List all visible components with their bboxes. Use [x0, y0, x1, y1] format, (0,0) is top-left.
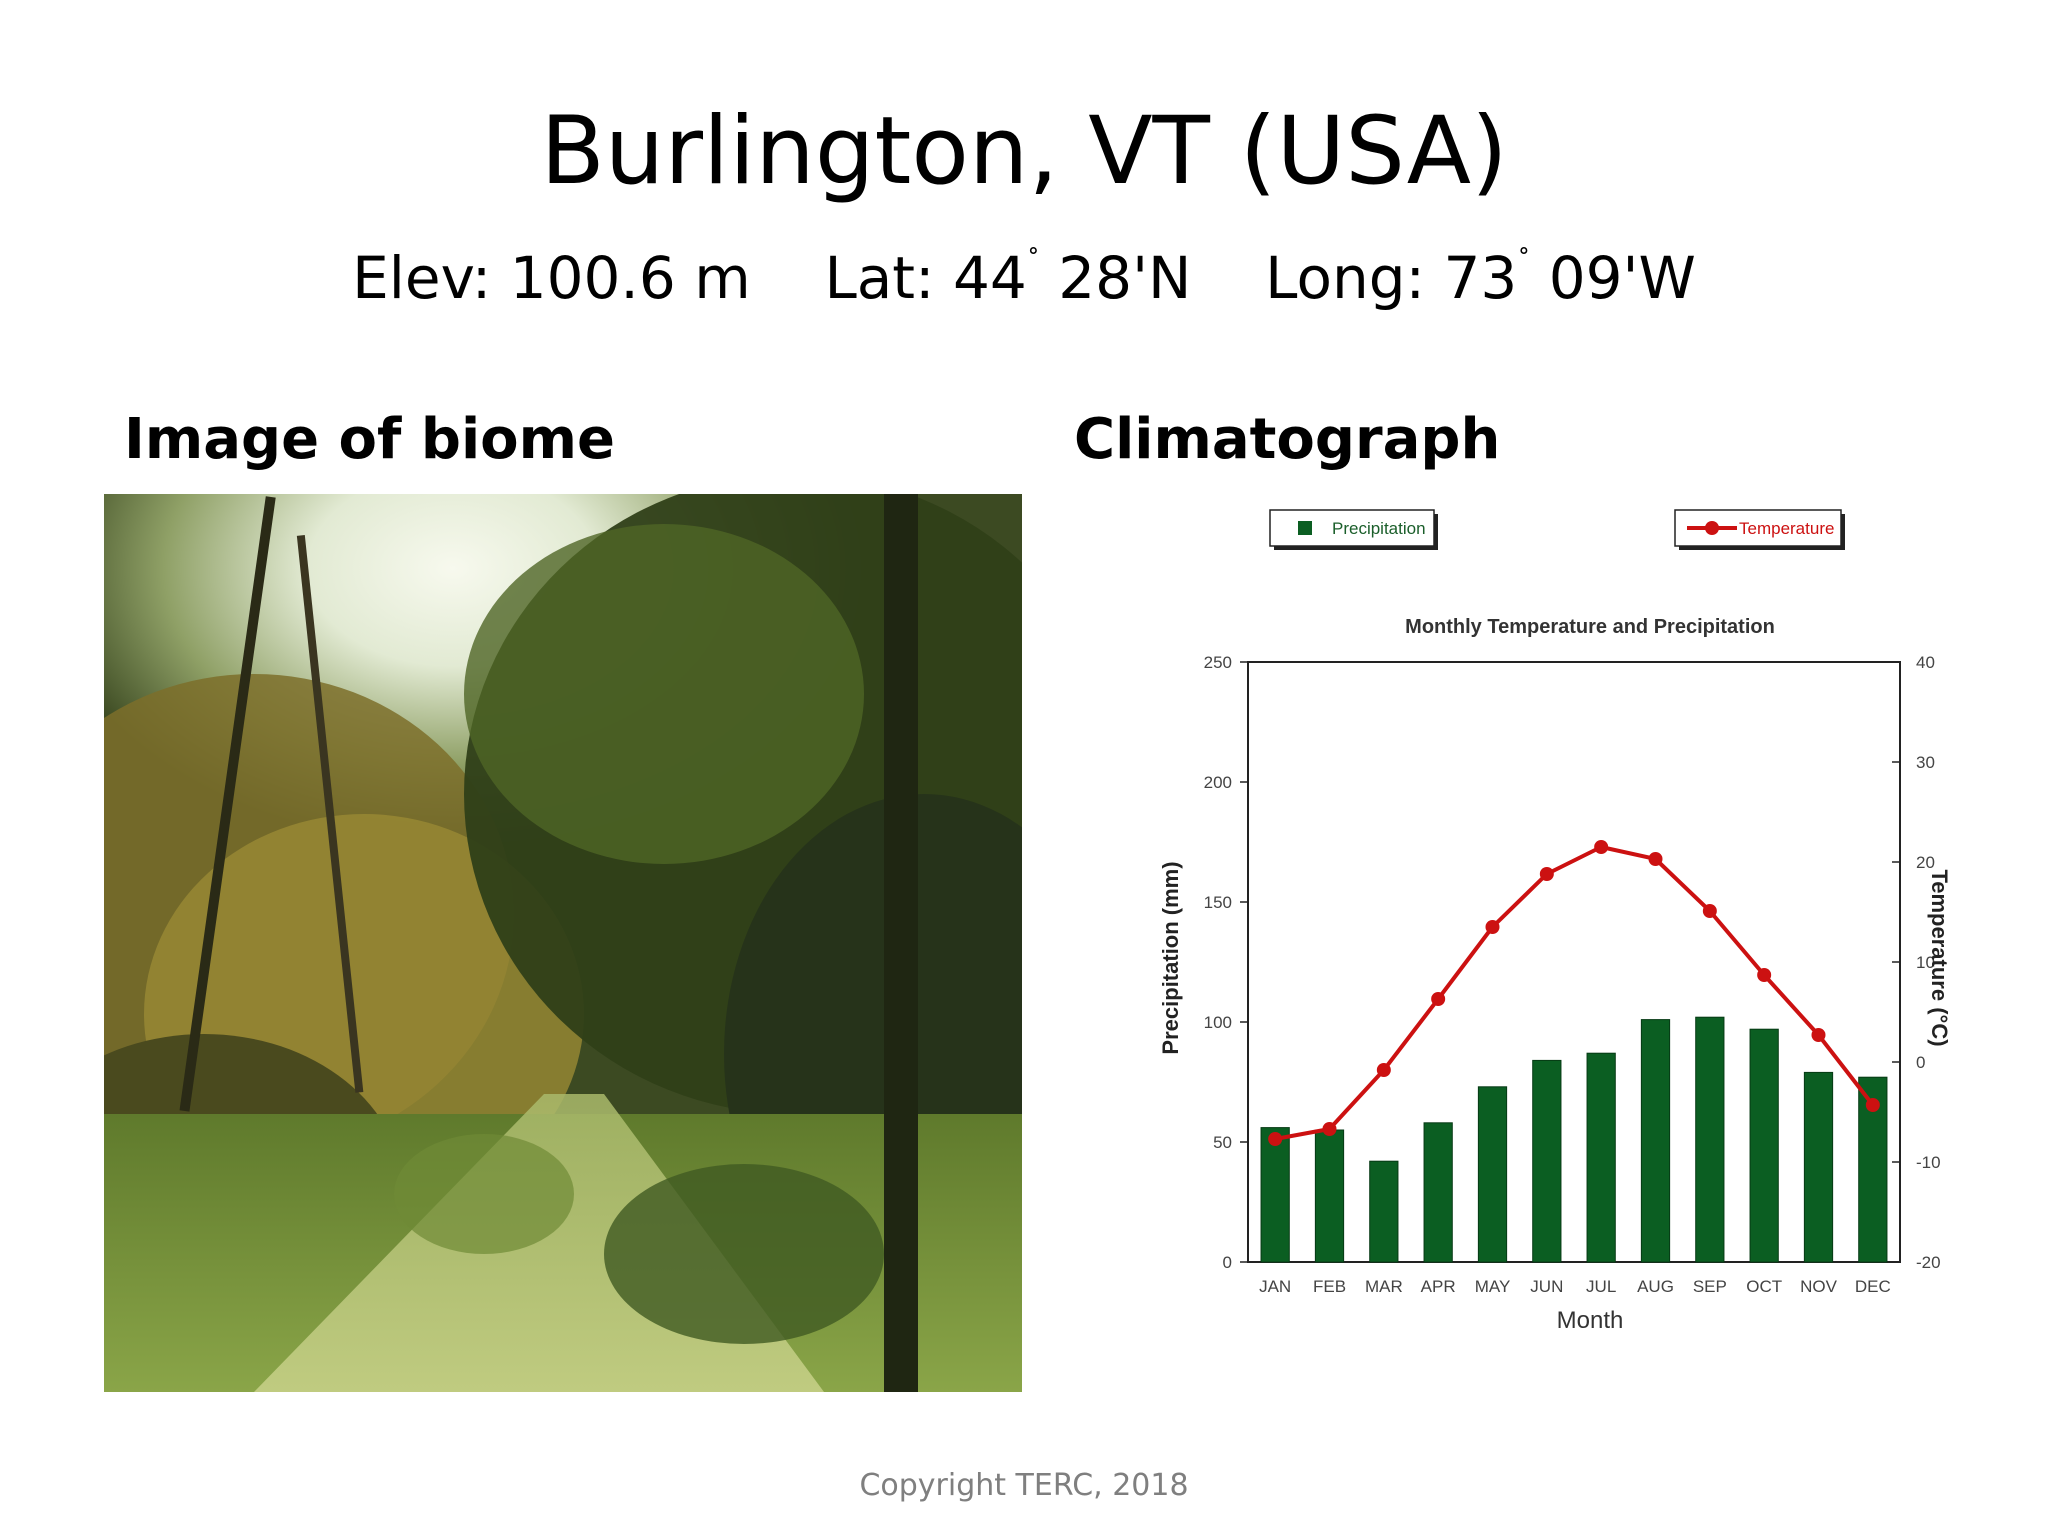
x-tick-label: OCT: [1746, 1277, 1782, 1296]
y-left-tick-label: 100: [1204, 1013, 1232, 1032]
precipitation-bar: [1640, 1019, 1671, 1263]
latitude: Lat: 44˚ 28'N: [824, 244, 1192, 312]
chart-axes: 0 50 100 150 200 250 -20 -10 0 10 20 30 40 JAN FEB MAR A…: [1204, 653, 1941, 1296]
x-tick-label: JUL: [1586, 1277, 1616, 1296]
y-right-tick-label: 20: [1916, 853, 1935, 872]
legend-precipitation: Precipitation: [1269, 509, 1438, 550]
y-right-tick-label: 40: [1916, 653, 1935, 672]
temperature-point: [1268, 1132, 1283, 1146]
precipitation-bar: [1532, 1059, 1562, 1263]
y-left-tick-label: 200: [1204, 773, 1232, 792]
temperature-point: [1811, 1028, 1826, 1042]
chart-heading: Climatograph: [1074, 407, 1501, 472]
y-axis-left-label: Precipitation (mm): [1158, 861, 1183, 1054]
y-right-tick-label: 30: [1916, 753, 1935, 772]
precipitation-bar: [1314, 1129, 1345, 1263]
image-heading: Image of biome: [124, 407, 615, 472]
temperature-point: [1702, 904, 1717, 918]
precipitation-bar: [1369, 1160, 1399, 1263]
y-left-tick-label: 0: [1223, 1253, 1232, 1272]
precipitation-bar: [1586, 1052, 1616, 1263]
temperature-point: [1648, 852, 1663, 866]
x-tick-label: JUN: [1530, 1277, 1563, 1296]
copyright-notice: Copyright TERC, 2018: [859, 1468, 1189, 1503]
y-right-tick-label: 0: [1916, 1053, 1925, 1072]
temperature-line-path: [1274, 845, 1875, 1141]
temperature-point: [1431, 992, 1446, 1006]
chart-legend: Precipitation Temperature: [1269, 509, 1845, 550]
temperature-point: [1376, 1063, 1391, 1077]
x-tick-label: APR: [1421, 1277, 1456, 1296]
climatograph-chart: Precipitation Temperature Monthly Tempera…: [1100, 490, 2020, 1370]
y-right-tick-label: -10: [1916, 1153, 1941, 1172]
x-tick-label: NOV: [1800, 1277, 1838, 1296]
elevation: Elev: 100.6 m: [352, 244, 751, 312]
precipitation-bars: [1260, 1016, 1888, 1263]
climatograph-svg: Precipitation Temperature Monthly Tempera…: [1158, 509, 1952, 1334]
precipitation-bar: [1423, 1122, 1453, 1263]
legend-label: Temperature: [1739, 519, 1834, 538]
precipitation-bar: [1477, 1086, 1508, 1263]
x-tick-label: JAN: [1259, 1277, 1291, 1296]
x-tick-label: DEC: [1855, 1277, 1891, 1296]
forest-path-image: [104, 494, 1022, 1392]
longitude: Long: 73˚ 09'W: [1265, 244, 1696, 312]
x-tick-label: FEB: [1313, 1277, 1346, 1296]
legend-box: [1269, 509, 1435, 547]
degree-mark: ˚: [1517, 247, 1531, 277]
plot-frame: [1247, 661, 1901, 1263]
temperature-point: [1865, 1098, 1880, 1112]
x-axis-label: Month: [1557, 1307, 1624, 1334]
temperature-line: [1268, 840, 1880, 1146]
y-right-tick-label: -20: [1916, 1253, 1941, 1272]
temperature-point: [1539, 867, 1554, 881]
y-axis-right-label: Temperature (°C): [1927, 869, 1952, 1046]
chart-title: Monthly Temperature and Precipitation: [1405, 616, 1775, 638]
legend-label: Precipitation: [1332, 519, 1426, 538]
legend-temperature: Temperature: [1674, 509, 1845, 550]
slide-title: Burlington, VT (USA): [540, 97, 1508, 206]
temperature-point: [1485, 920, 1500, 934]
temperature-point: [1594, 840, 1609, 854]
x-tick-label: SEP: [1693, 1277, 1727, 1296]
x-tick-label: MAY: [1475, 1277, 1511, 1296]
x-tick-label: MAR: [1365, 1277, 1403, 1296]
precipitation-bar: [1749, 1028, 1779, 1263]
precipitation-bar: [1803, 1071, 1834, 1263]
legend-swatch: [1298, 521, 1312, 535]
location-info: Elev: 100.6 m Lat: 44˚ 28'N Long: 73˚ 09…: [0, 222, 2048, 318]
y-right-tick-label: 10: [1916, 953, 1935, 972]
precipitation-bar: [1695, 1016, 1725, 1263]
x-tick-label: AUG: [1637, 1277, 1674, 1296]
legend-marker: [1705, 521, 1719, 535]
plot-border: [1247, 661, 1901, 1263]
temperature-point: [1322, 1122, 1337, 1136]
y-left-tick-label: 50: [1213, 1133, 1232, 1152]
temperature-point: [1757, 968, 1772, 982]
degree-mark: ˚: [1026, 247, 1040, 277]
y-left-tick-label: 150: [1204, 893, 1232, 912]
biome-photo: [104, 494, 1022, 1392]
precipitation-bar: [1260, 1127, 1290, 1263]
y-left-tick-label: 250: [1204, 653, 1232, 672]
